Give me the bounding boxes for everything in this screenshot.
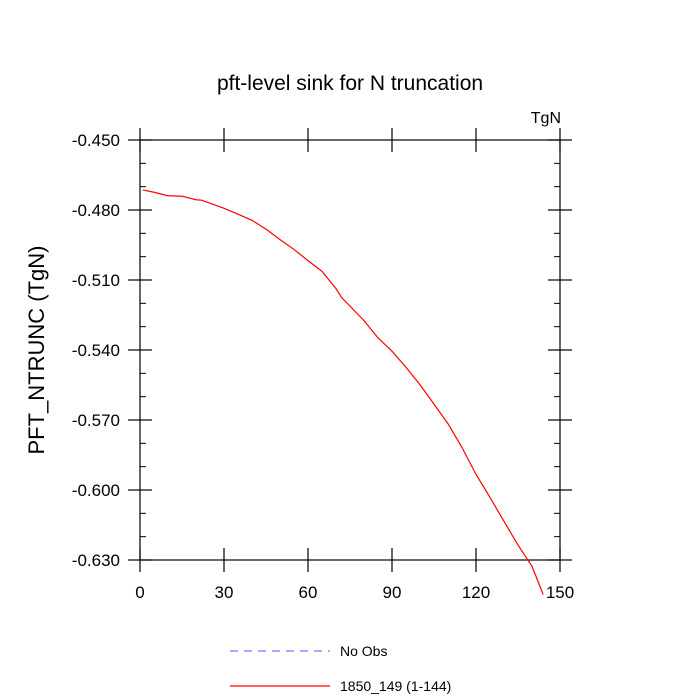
legend-label: 1850_149 (1-144) <box>340 678 451 694</box>
y-tick-label: -0.480 <box>72 201 120 220</box>
data-lines <box>142 189 544 595</box>
legend: No Obs 1850_149 (1-144) <box>230 643 451 694</box>
y-tick-label: -0.540 <box>72 341 120 360</box>
axis-tick-labels: 0 30 60 90 120 150 -0.630 -0.600 -0.570 -0.540 -0.… <box>72 131 574 602</box>
x-tick-label: 150 <box>546 583 574 602</box>
chart-title: pft-level sink for N truncation <box>217 72 483 95</box>
units-label: TgN <box>531 110 561 127</box>
series-line <box>142 189 544 595</box>
x-tick-label: 60 <box>299 583 318 602</box>
y-tick-label: -0.450 <box>72 131 120 150</box>
y-tick-label: -0.570 <box>72 411 120 430</box>
x-tick-label: 120 <box>462 583 490 602</box>
x-tick-label: 90 <box>383 583 402 602</box>
legend-label: No Obs <box>340 643 387 659</box>
axis-ticks <box>128 128 572 572</box>
plot-frame <box>139 139 561 561</box>
y-tick-label: -0.630 <box>72 551 120 570</box>
y-axis-label: PFT_NTRUNC (TgN) <box>24 246 49 455</box>
y-tick-label: -0.510 <box>72 271 120 290</box>
x-tick-label: 0 <box>135 583 144 602</box>
y-tick-label: -0.600 <box>72 481 120 500</box>
x-tick-label: 30 <box>215 583 234 602</box>
